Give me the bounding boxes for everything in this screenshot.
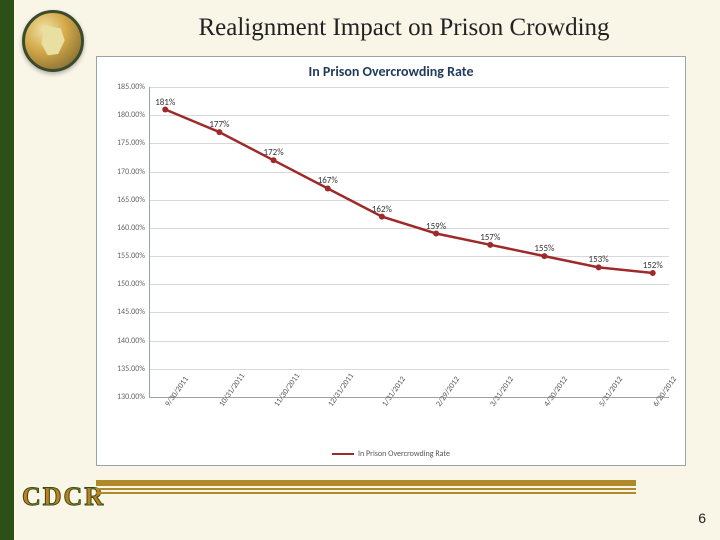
y-tick-label: 170.00% bbox=[101, 167, 145, 177]
left-accent-stripe bbox=[0, 0, 14, 540]
chart-legend: In Prison Overcrowding Rate bbox=[97, 449, 685, 459]
data-point-label: 172% bbox=[264, 147, 284, 158]
chart-plot-area: 130.00%135.00%140.00%145.00%150.00%155.0… bbox=[149, 87, 669, 397]
chart-title: In Prison Overcrowding Rate bbox=[97, 63, 685, 80]
data-point-label: 155% bbox=[534, 243, 554, 254]
y-tick-label: 175.00% bbox=[101, 138, 145, 148]
y-tick-label: 150.00% bbox=[101, 279, 145, 289]
chart-container: In Prison Overcrowding Rate 130.00%135.0… bbox=[96, 56, 686, 466]
y-tick-label: 145.00% bbox=[101, 307, 145, 317]
data-point-label: 152% bbox=[643, 260, 663, 271]
y-tick-label: 180.00% bbox=[101, 110, 145, 120]
y-tick-label: 155.00% bbox=[101, 251, 145, 261]
data-point-label: 181% bbox=[155, 96, 175, 107]
data-point-label: 167% bbox=[318, 175, 338, 186]
data-point-label: 157% bbox=[480, 232, 500, 243]
slide-title: Realignment Impact on Prison Crowding bbox=[114, 14, 694, 42]
footer-decorative-bars bbox=[96, 480, 636, 496]
footer-bar bbox=[96, 492, 636, 494]
y-tick-label: 135.00% bbox=[101, 364, 145, 374]
agency-seal-icon bbox=[22, 10, 84, 72]
data-point-label: 159% bbox=[426, 220, 446, 231]
y-tick-label: 160.00% bbox=[101, 223, 145, 233]
footer-bar bbox=[96, 488, 636, 490]
y-tick-label: 185.00% bbox=[101, 82, 145, 92]
legend-label: In Prison Overcrowding Rate bbox=[358, 449, 450, 459]
data-point-label: 177% bbox=[209, 119, 229, 130]
page-number: 6 bbox=[698, 510, 706, 526]
line-series bbox=[149, 87, 669, 397]
data-point-label: 153% bbox=[589, 254, 609, 265]
data-point-label: 162% bbox=[372, 203, 392, 214]
y-tick-label: 140.00% bbox=[101, 336, 145, 346]
legend-swatch bbox=[332, 453, 354, 455]
footer-bar bbox=[96, 480, 636, 486]
y-tick-label: 130.00% bbox=[101, 392, 145, 402]
org-acronym: CDCR bbox=[22, 482, 105, 512]
y-tick-label: 165.00% bbox=[101, 195, 145, 205]
